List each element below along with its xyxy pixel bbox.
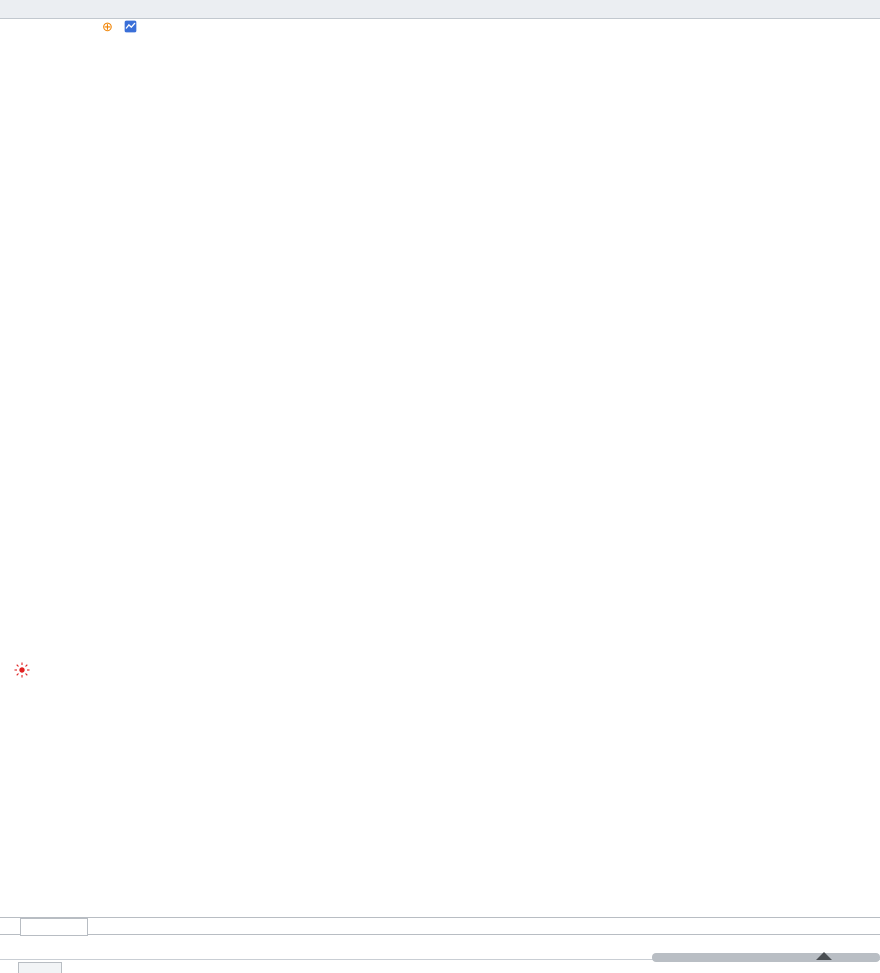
line-chart-icon[interactable]	[124, 19, 137, 34]
date-axis-strip	[0, 917, 880, 935]
toolbar	[0, 0, 880, 19]
indicator-sun-icon[interactable]	[13, 661, 31, 684]
news-tab[interactable]	[18, 962, 62, 973]
horizontal-scrollbar[interactable]	[652, 952, 880, 962]
circle-plus-icon[interactable]: ⊕	[102, 19, 113, 34]
period-selector[interactable]	[20, 918, 88, 936]
divider	[0, 959, 880, 960]
scroll-up-triangle-icon[interactable]	[816, 952, 832, 960]
price-chart-header: ⊕	[88, 19, 179, 35]
